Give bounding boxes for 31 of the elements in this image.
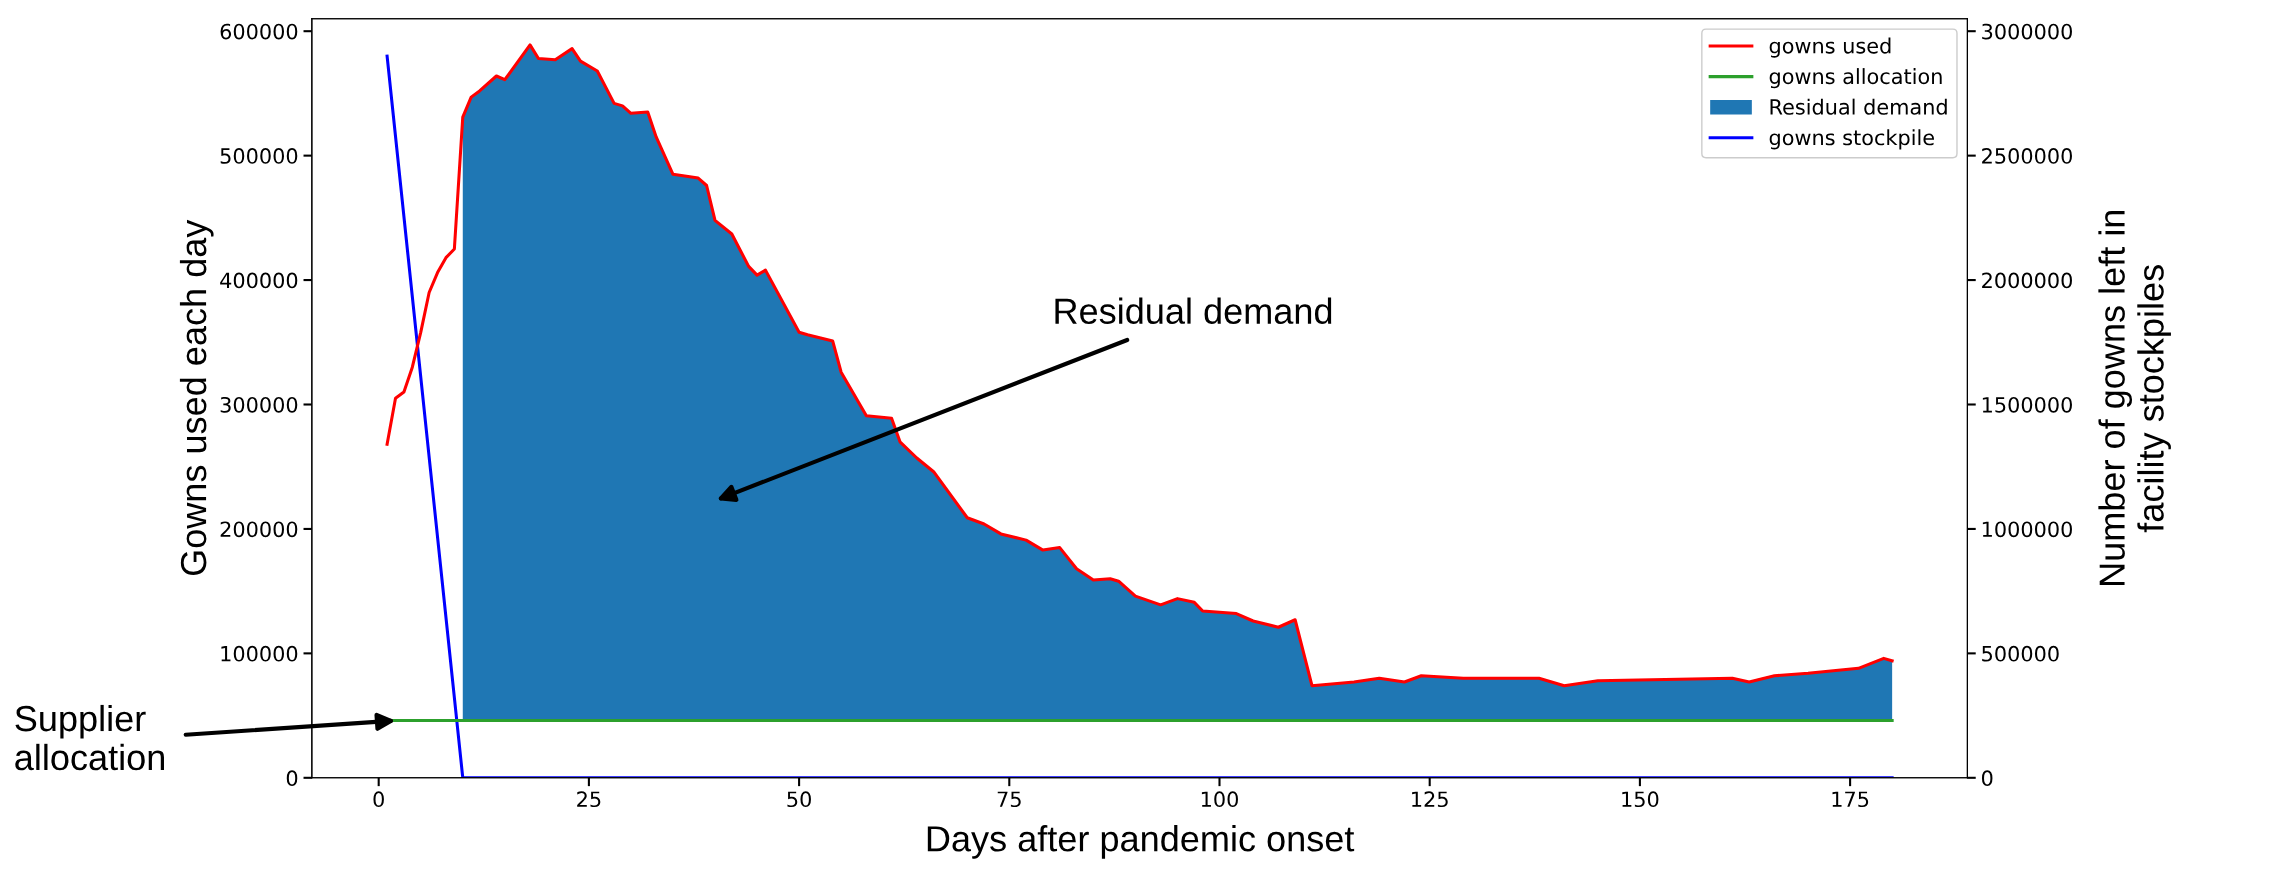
y2-tick-label: 3000000	[1982, 23, 2072, 40]
legend-label: gowns stockpile	[1769, 129, 1934, 150]
legend-label: Residual demand	[1770, 98, 1947, 115]
y-tick-label: 400000	[220, 272, 298, 289]
x-tick-label: 0	[373, 791, 384, 808]
y2-tick-label: 1000000	[1982, 521, 2072, 538]
x-tick-label: 100	[1201, 791, 1238, 808]
legend-label: gowns used	[1769, 37, 1891, 58]
y2-tick-label: 1500000	[1982, 396, 2072, 413]
y-tick-label: 200000	[220, 521, 298, 538]
legend-label: gowns allocation	[1769, 68, 1942, 89]
y2-axis-title: Number of gowns left in facility stockpiles	[2098, 210, 2171, 585]
y2-tick-label: 500000	[1982, 645, 2059, 662]
y2-tick-label: 2000000	[1982, 272, 2072, 289]
x-tick-label: 75	[997, 791, 1021, 808]
x-tick-label: 25	[577, 791, 601, 808]
x-tick-label: 50	[787, 791, 811, 808]
x-tick-label: 125	[1412, 791, 1448, 808]
y-axis-title: Gowns used each day	[179, 219, 214, 576]
y-tick-label: 300000	[220, 396, 298, 413]
y-tick-label: 100000	[221, 645, 298, 662]
x-axis-title: Days after pandemic onset	[927, 825, 1355, 859]
annotation: Supplier allocation	[15, 704, 164, 771]
y2-tick-label: 2500000	[1982, 148, 2072, 164]
y-tick-label: 500000	[220, 148, 298, 164]
y-tick-label: 600000	[220, 23, 298, 40]
x-tick-label: 150	[1622, 791, 1659, 808]
y2-tick-label: 0	[1981, 770, 1993, 787]
y-tick-label: 0	[286, 770, 298, 787]
annotation: Residual demand	[1055, 297, 1332, 325]
x-tick-label: 175	[1832, 791, 1869, 808]
